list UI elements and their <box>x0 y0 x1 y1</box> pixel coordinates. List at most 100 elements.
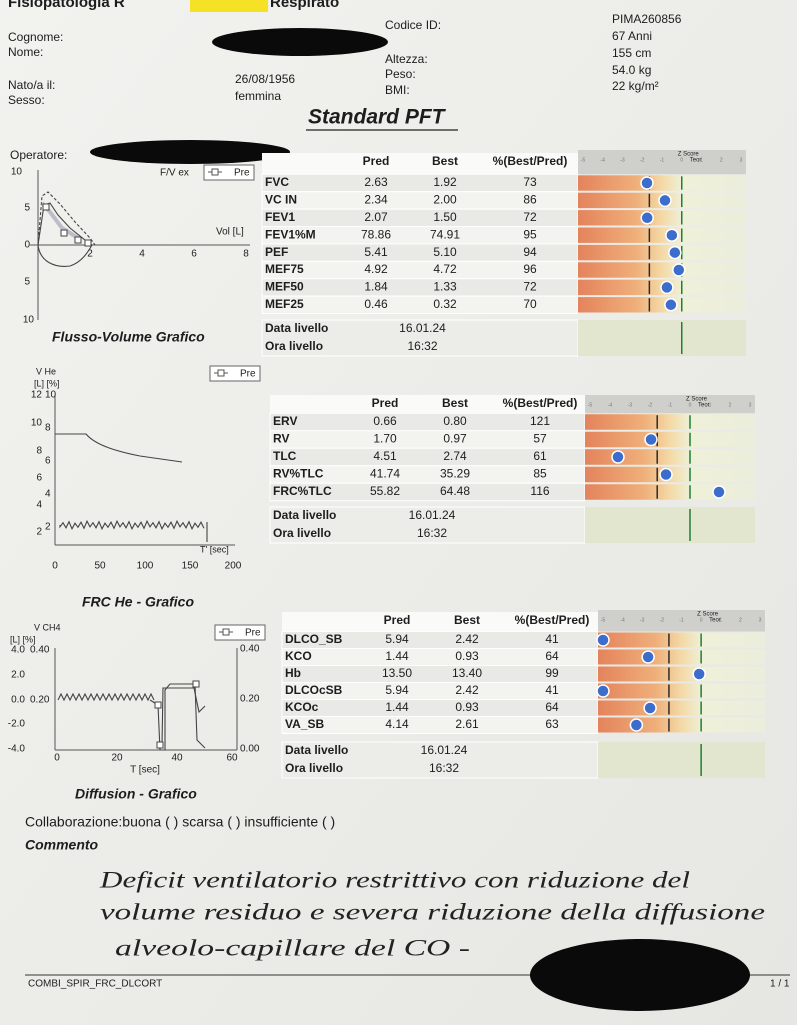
level-value: 16:32 <box>429 761 459 775</box>
row-name: MEF50 <box>265 280 304 294</box>
label: Codice ID: <box>385 18 441 32</box>
z-marker <box>641 650 655 664</box>
z-band <box>585 484 755 500</box>
z-header <box>585 395 755 414</box>
cell: 96 <box>523 262 537 276</box>
cell: 63 <box>545 717 559 731</box>
level-z <box>578 320 746 356</box>
birth-date: 26/08/1956 <box>235 72 295 86</box>
z-tick-label: -1 <box>679 617 684 623</box>
tick-label: 5 <box>24 203 30 214</box>
column-header: Pred <box>372 396 399 410</box>
level-value: 16.01.24 <box>421 743 468 757</box>
tick-label: 2 <box>36 527 42 538</box>
tick-label: -4.0 <box>8 744 26 755</box>
level-bg <box>261 319 579 357</box>
z-band <box>598 649 765 665</box>
cell: 1.70 <box>373 432 397 446</box>
z-marker <box>611 450 625 464</box>
z-marker <box>712 485 726 499</box>
tick-label: 4.0 <box>11 645 25 656</box>
tick-label: 50 <box>94 561 106 572</box>
row-name: DLCOcSB <box>285 683 343 697</box>
tick-label: 0 <box>54 753 60 764</box>
label: Sesso: <box>8 93 45 107</box>
level-z <box>585 507 755 543</box>
cell: 2.42 <box>455 683 479 697</box>
level-value: 16.01.24 <box>399 321 446 335</box>
row-name: TLC <box>273 449 297 463</box>
z-tick-label: -5 <box>601 617 606 623</box>
tick-label: 4 <box>139 249 145 260</box>
cell: 2.63 <box>364 175 388 189</box>
comment-label: Commento <box>25 837 99 853</box>
graph-caption: FRC He - Grafico <box>82 594 194 610</box>
z-tick-label: 1 <box>700 157 703 163</box>
z-marker <box>640 211 654 225</box>
tick-label: 2 <box>87 249 93 260</box>
cell: 72 <box>523 280 537 294</box>
tick-label: 8 <box>36 446 42 457</box>
z-band <box>578 262 746 278</box>
row-name: KCO <box>285 649 312 663</box>
z-tick-label: 3 <box>759 617 762 623</box>
z-band <box>585 414 755 430</box>
z-tick-label: 0 <box>700 617 703 623</box>
z-tick-label: -3 <box>620 157 625 163</box>
axis-label: Vol [L] <box>216 227 244 238</box>
row-name: ERV <box>273 414 297 428</box>
level-bg <box>269 506 586 544</box>
handwritten-comment: alveolo-capillare del CO - <box>115 935 470 960</box>
diffusion-graph: V CH4 [L] [%] 4.0 2.0 0.0 -2.0 -4.0 0.40… <box>8 622 266 776</box>
tick-label: 0 <box>24 240 30 251</box>
value: 54.0 kg <box>612 63 651 77</box>
tracer-curve <box>149 683 206 751</box>
label: Altezza: <box>385 52 428 66</box>
tick-label: 8 <box>243 249 249 260</box>
level-name: Ora livello <box>285 761 343 775</box>
cell: 4.14 <box>385 717 409 731</box>
graph-caption: Flusso-Volume Grafico <box>52 329 205 345</box>
tick-label: 150 <box>182 561 199 572</box>
handwritten-comment: volume residuo e severa riduzione della … <box>100 899 765 924</box>
z-band <box>578 297 746 313</box>
row-name: FEV1%M <box>265 227 316 241</box>
value: 155 cm <box>612 46 651 60</box>
level-name: Data livello <box>265 321 328 335</box>
cell: 5.94 <box>385 632 409 646</box>
cell: 64.48 <box>440 484 470 498</box>
z-band <box>585 431 755 448</box>
tick-label: 0.40 <box>30 645 50 656</box>
column-header: Pred <box>384 613 411 627</box>
z-tick-label: 0 <box>680 157 683 163</box>
level-value: 16:32 <box>407 339 437 353</box>
graph-title: V He <box>36 366 56 376</box>
marker <box>192 680 200 688</box>
tick-label: 0.20 <box>240 694 260 705</box>
page-number: 1 / 1 <box>770 979 790 990</box>
cell: 5.41 <box>364 245 388 259</box>
redaction <box>212 28 388 56</box>
tick-label: 100 <box>137 561 154 572</box>
z-title: Z Score <box>678 152 700 158</box>
tick-label: 12 <box>31 390 43 401</box>
z-tick-label: -2 <box>660 617 665 623</box>
cell: 0.32 <box>433 297 457 311</box>
row-name: FRC%TLC <box>273 484 332 498</box>
cell: 64 <box>545 700 559 714</box>
cell: 0.93 <box>455 649 479 663</box>
cell: 78.86 <box>361 227 391 241</box>
z-tick-label: 1 <box>719 617 722 623</box>
column-header: Pred <box>363 154 390 168</box>
z-marker <box>660 280 674 295</box>
z-ref: Teor <box>698 403 710 409</box>
handwritten-comment: Deficit ventilatorio restrittivo con rid… <box>99 867 690 892</box>
z-band <box>598 700 765 716</box>
z-tick-label: -1 <box>660 157 665 163</box>
tick-label: 0.40 <box>240 644 260 655</box>
row-name: FVC <box>265 175 289 189</box>
z-ref: Teor <box>690 158 702 164</box>
cell: 94 <box>523 245 537 259</box>
z-tick-label: -4 <box>601 157 606 163</box>
